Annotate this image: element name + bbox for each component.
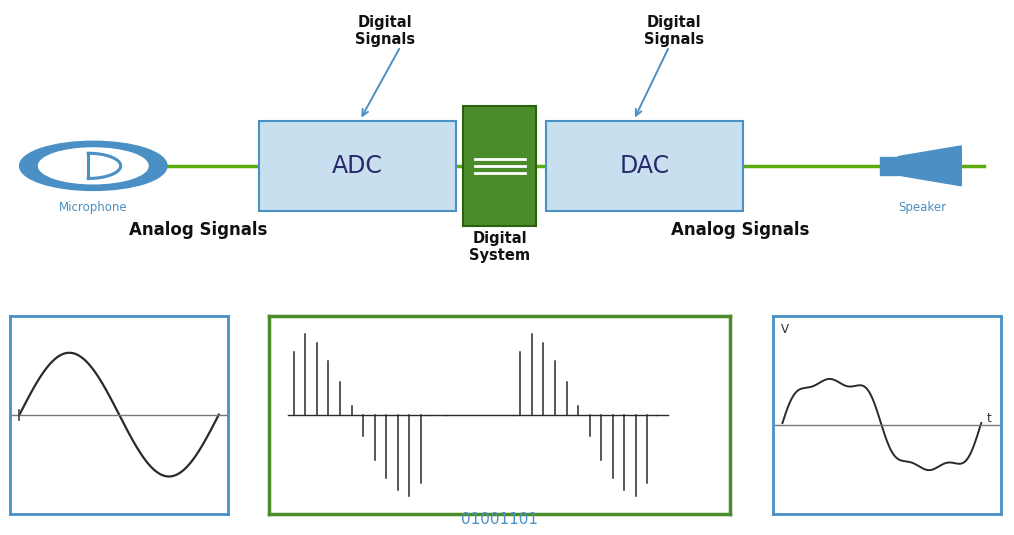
Text: DAC: DAC xyxy=(620,154,669,178)
Text: Digital
Signals: Digital Signals xyxy=(355,15,416,47)
FancyBboxPatch shape xyxy=(880,157,898,175)
FancyBboxPatch shape xyxy=(259,121,456,211)
Text: Analog Signals: Analog Signals xyxy=(129,220,267,239)
FancyBboxPatch shape xyxy=(463,106,536,226)
Text: ADC: ADC xyxy=(332,154,383,178)
Text: Analog Signals: Analog Signals xyxy=(671,220,809,239)
Text: Speaker: Speaker xyxy=(898,201,947,213)
Circle shape xyxy=(39,148,148,184)
Text: t: t xyxy=(987,412,991,425)
FancyBboxPatch shape xyxy=(546,121,743,211)
Circle shape xyxy=(20,142,166,190)
Text: 01001101: 01001101 xyxy=(461,512,538,527)
Text: V: V xyxy=(781,323,789,336)
Text: Microphone: Microphone xyxy=(59,201,128,213)
Text: Digital
System: Digital System xyxy=(469,231,530,263)
Polygon shape xyxy=(898,146,961,186)
Text: Digital
Signals: Digital Signals xyxy=(644,15,705,47)
